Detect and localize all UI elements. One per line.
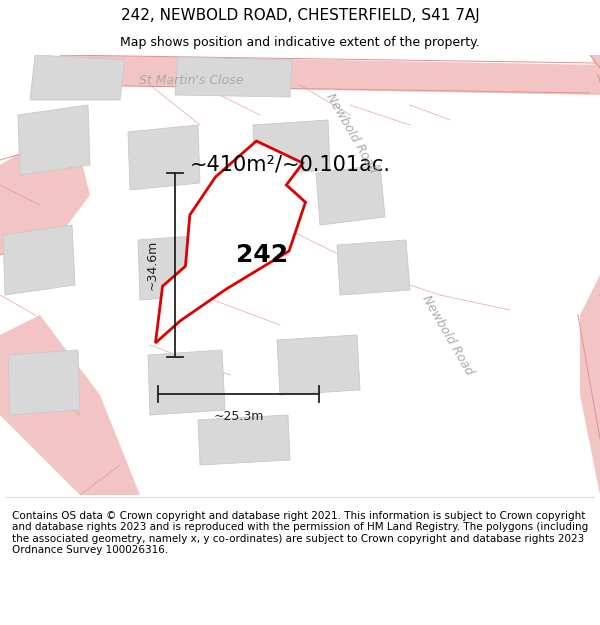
Polygon shape <box>18 105 90 175</box>
Polygon shape <box>3 225 75 295</box>
Text: Contains OS data © Crown copyright and database right 2021. This information is : Contains OS data © Crown copyright and d… <box>12 511 588 556</box>
Polygon shape <box>316 165 385 225</box>
Polygon shape <box>590 55 600 195</box>
Polygon shape <box>30 55 125 100</box>
Polygon shape <box>148 350 225 415</box>
Polygon shape <box>580 275 600 495</box>
Polygon shape <box>175 57 292 97</box>
Polygon shape <box>198 415 290 465</box>
Text: ~25.3m: ~25.3m <box>214 410 264 422</box>
Text: 242, NEWBOLD ROAD, CHESTERFIELD, S41 7AJ: 242, NEWBOLD ROAD, CHESTERFIELD, S41 7AJ <box>121 8 479 23</box>
Text: Map shows position and indicative extent of the property.: Map shows position and indicative extent… <box>120 36 480 49</box>
Polygon shape <box>8 350 80 415</box>
Polygon shape <box>60 55 600 95</box>
Polygon shape <box>337 240 410 295</box>
Polygon shape <box>0 315 140 495</box>
Polygon shape <box>128 125 200 190</box>
Polygon shape <box>138 235 210 300</box>
Text: Newbold Road: Newbold Road <box>323 91 380 175</box>
Text: ~410m²/~0.101ac.: ~410m²/~0.101ac. <box>190 155 391 175</box>
Polygon shape <box>253 120 330 175</box>
Polygon shape <box>277 335 360 395</box>
Text: ~34.6m: ~34.6m <box>146 240 159 290</box>
Text: 242: 242 <box>236 243 288 267</box>
Text: Newbold Road: Newbold Road <box>419 292 475 378</box>
Polygon shape <box>0 135 90 255</box>
Text: St Martin's Close: St Martin's Close <box>139 74 243 88</box>
Polygon shape <box>155 141 305 343</box>
